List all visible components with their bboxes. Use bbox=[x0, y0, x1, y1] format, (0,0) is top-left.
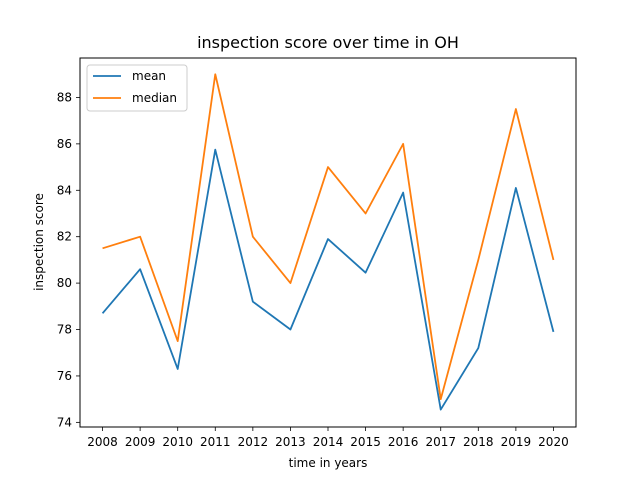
legend-label-median: median bbox=[132, 91, 177, 105]
x-tick-label: 2018 bbox=[463, 435, 494, 449]
series-line-median bbox=[102, 73, 555, 401]
x-tick-label: 2011 bbox=[200, 435, 231, 449]
x-tick-label: 2016 bbox=[388, 435, 419, 449]
legend: mean median bbox=[86, 64, 188, 112]
x-tick-label: 2015 bbox=[350, 435, 381, 449]
x-axis-label: time in years bbox=[289, 456, 368, 470]
y-axis: 74 76 78 80 82 84 86 88 bbox=[57, 90, 80, 429]
series-layer bbox=[101, 73, 555, 411]
y-tick-label: 86 bbox=[57, 137, 72, 151]
y-tick-label: 74 bbox=[57, 415, 72, 429]
y-axis-label: inspection score bbox=[32, 193, 46, 291]
plot-area bbox=[80, 58, 576, 427]
chart-title: inspection score over time in OH bbox=[197, 33, 459, 52]
x-tick-label: 2020 bbox=[538, 435, 569, 449]
x-tick-label: 2017 bbox=[425, 435, 456, 449]
y-tick-label: 84 bbox=[57, 183, 72, 197]
x-axis: 2008 2009 2010 2011 2012 2013 2014 2015 2016 2017… bbox=[87, 427, 569, 449]
x-tick-label: 2019 bbox=[501, 435, 532, 449]
y-tick-label: 76 bbox=[57, 369, 72, 383]
y-tick-label: 78 bbox=[57, 323, 72, 337]
x-tick-label: 2012 bbox=[238, 435, 269, 449]
x-tick-label: 2009 bbox=[125, 435, 156, 449]
y-tick-label: 80 bbox=[57, 276, 72, 290]
x-tick-label: 2014 bbox=[313, 435, 344, 449]
y-tick-label: 82 bbox=[57, 230, 72, 244]
series-line-mean bbox=[101, 148, 555, 411]
plot-background bbox=[80, 58, 576, 427]
x-tick-label: 2008 bbox=[87, 435, 118, 449]
x-tick-label: 2010 bbox=[162, 435, 193, 449]
legend-label-mean: mean bbox=[132, 69, 166, 83]
y-tick-label: 88 bbox=[57, 90, 72, 104]
x-tick-label: 2013 bbox=[275, 435, 306, 449]
